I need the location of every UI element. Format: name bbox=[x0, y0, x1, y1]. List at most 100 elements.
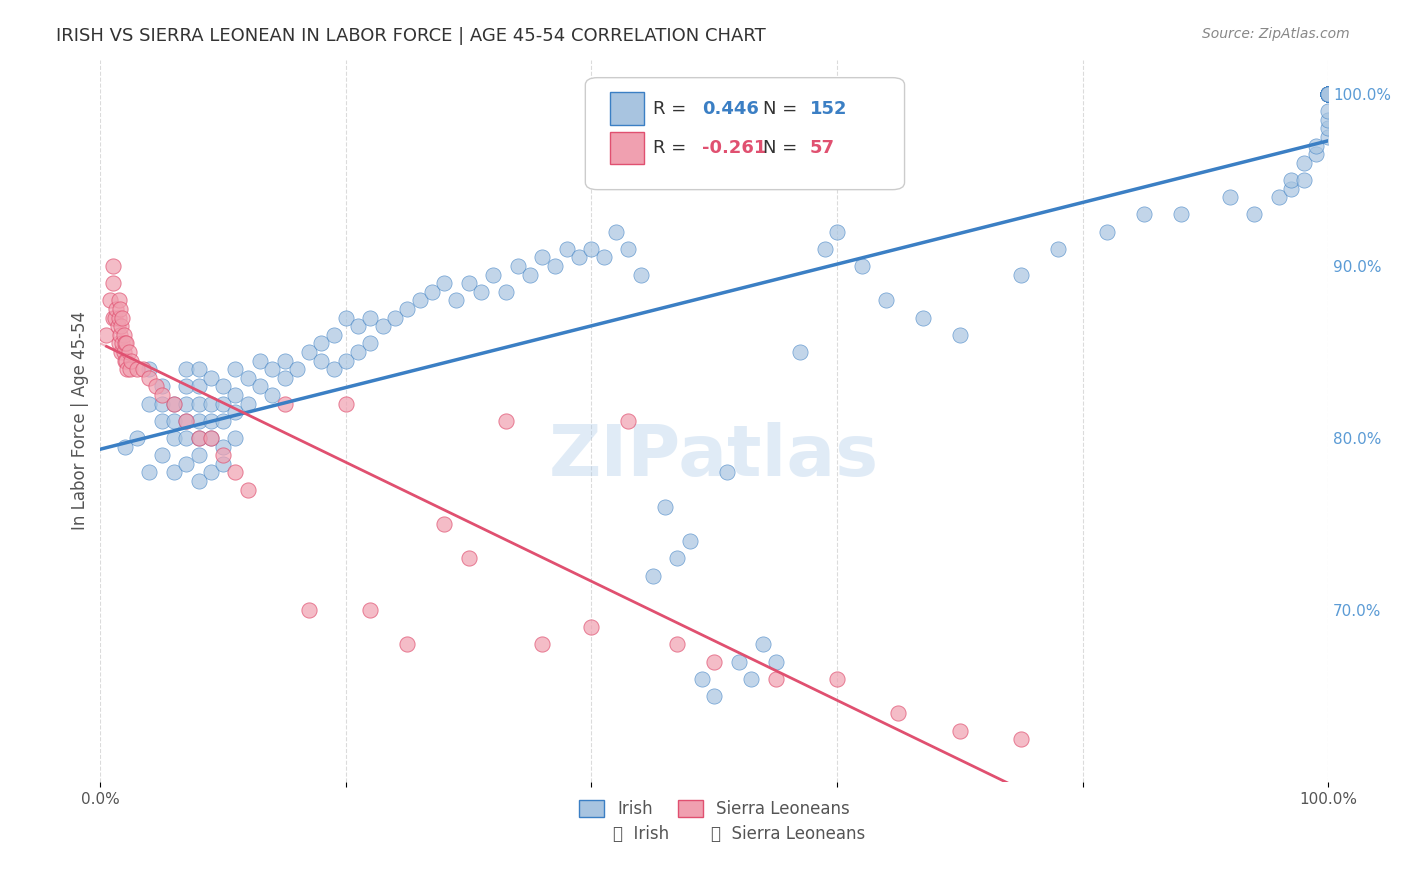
Point bbox=[1317, 87, 1340, 101]
Point bbox=[1133, 207, 1156, 221]
Point bbox=[200, 397, 222, 411]
Point bbox=[163, 397, 186, 411]
Point bbox=[224, 466, 246, 480]
Point bbox=[482, 268, 505, 282]
Text: ZIPatlas: ZIPatlas bbox=[550, 423, 879, 491]
Point bbox=[1279, 181, 1302, 195]
Point bbox=[1317, 87, 1340, 101]
Point bbox=[1010, 268, 1032, 282]
Point bbox=[630, 268, 652, 282]
Point bbox=[262, 362, 284, 376]
Point bbox=[347, 319, 370, 334]
Point bbox=[408, 293, 430, 308]
Point bbox=[470, 285, 492, 299]
Point bbox=[212, 440, 235, 454]
Point bbox=[1317, 130, 1340, 145]
Point bbox=[1317, 121, 1340, 136]
Point bbox=[446, 293, 468, 308]
Point bbox=[107, 310, 129, 325]
Point bbox=[1317, 87, 1340, 101]
Point bbox=[911, 310, 934, 325]
Point bbox=[200, 466, 222, 480]
Point bbox=[1170, 207, 1192, 221]
Point bbox=[322, 362, 344, 376]
Point bbox=[1305, 138, 1327, 153]
Point bbox=[703, 655, 725, 669]
Point bbox=[1317, 87, 1340, 101]
Point bbox=[1317, 87, 1340, 101]
Point bbox=[118, 362, 141, 376]
Point bbox=[752, 638, 775, 652]
Text: N =: N = bbox=[763, 139, 803, 158]
Point bbox=[187, 474, 209, 488]
Point bbox=[765, 672, 787, 686]
Point bbox=[163, 431, 186, 445]
Point bbox=[568, 251, 591, 265]
Point bbox=[433, 517, 456, 532]
Point bbox=[236, 371, 259, 385]
Point bbox=[96, 327, 118, 342]
Point bbox=[1317, 87, 1340, 101]
Point bbox=[200, 431, 222, 445]
Point bbox=[311, 353, 333, 368]
Point bbox=[150, 379, 173, 393]
Point bbox=[107, 293, 129, 308]
Point bbox=[371, 319, 394, 334]
Point bbox=[617, 242, 640, 256]
Point bbox=[1317, 87, 1340, 101]
Point bbox=[187, 448, 209, 462]
Point bbox=[163, 466, 186, 480]
Point bbox=[249, 353, 271, 368]
Point bbox=[495, 414, 517, 428]
Point bbox=[114, 336, 136, 351]
Point bbox=[506, 259, 529, 273]
Legend: Irish, Sierra Leoneans: Irish, Sierra Leoneans bbox=[572, 793, 856, 824]
Point bbox=[285, 362, 308, 376]
Point bbox=[298, 345, 321, 359]
Point bbox=[187, 397, 209, 411]
Text: ⬜  Irish: ⬜ Irish bbox=[613, 825, 669, 844]
Point bbox=[1292, 173, 1315, 187]
Point bbox=[641, 568, 664, 582]
Point bbox=[108, 327, 131, 342]
Point bbox=[200, 414, 222, 428]
Point bbox=[236, 483, 259, 497]
Point bbox=[224, 388, 246, 402]
Text: 152: 152 bbox=[810, 100, 848, 118]
Point bbox=[1317, 104, 1340, 119]
Point bbox=[1317, 87, 1340, 101]
Point bbox=[519, 268, 541, 282]
Point bbox=[107, 336, 129, 351]
Point bbox=[200, 371, 222, 385]
Point bbox=[1317, 87, 1340, 101]
Point bbox=[107, 319, 129, 334]
Point bbox=[262, 388, 284, 402]
Point bbox=[875, 293, 897, 308]
Point bbox=[163, 414, 186, 428]
Point bbox=[765, 655, 787, 669]
Point bbox=[115, 336, 138, 351]
Point bbox=[176, 414, 198, 428]
Point bbox=[111, 310, 134, 325]
Point bbox=[200, 431, 222, 445]
Point bbox=[1317, 87, 1340, 101]
Point bbox=[531, 638, 554, 652]
Text: R =: R = bbox=[652, 100, 692, 118]
Point bbox=[176, 397, 198, 411]
Point bbox=[359, 603, 381, 617]
Point bbox=[1317, 87, 1340, 101]
Point bbox=[273, 397, 295, 411]
Y-axis label: In Labor Force | Age 45-54: In Labor Force | Age 45-54 bbox=[72, 311, 89, 531]
Point bbox=[212, 448, 235, 462]
Point bbox=[1243, 207, 1265, 221]
Point bbox=[1317, 87, 1340, 101]
Point bbox=[727, 655, 749, 669]
Point bbox=[543, 259, 565, 273]
Point bbox=[150, 397, 173, 411]
Point bbox=[1047, 242, 1070, 256]
Point bbox=[249, 379, 271, 393]
Point bbox=[789, 345, 811, 359]
Point bbox=[420, 285, 443, 299]
Point bbox=[115, 353, 138, 368]
Point bbox=[1317, 87, 1340, 101]
